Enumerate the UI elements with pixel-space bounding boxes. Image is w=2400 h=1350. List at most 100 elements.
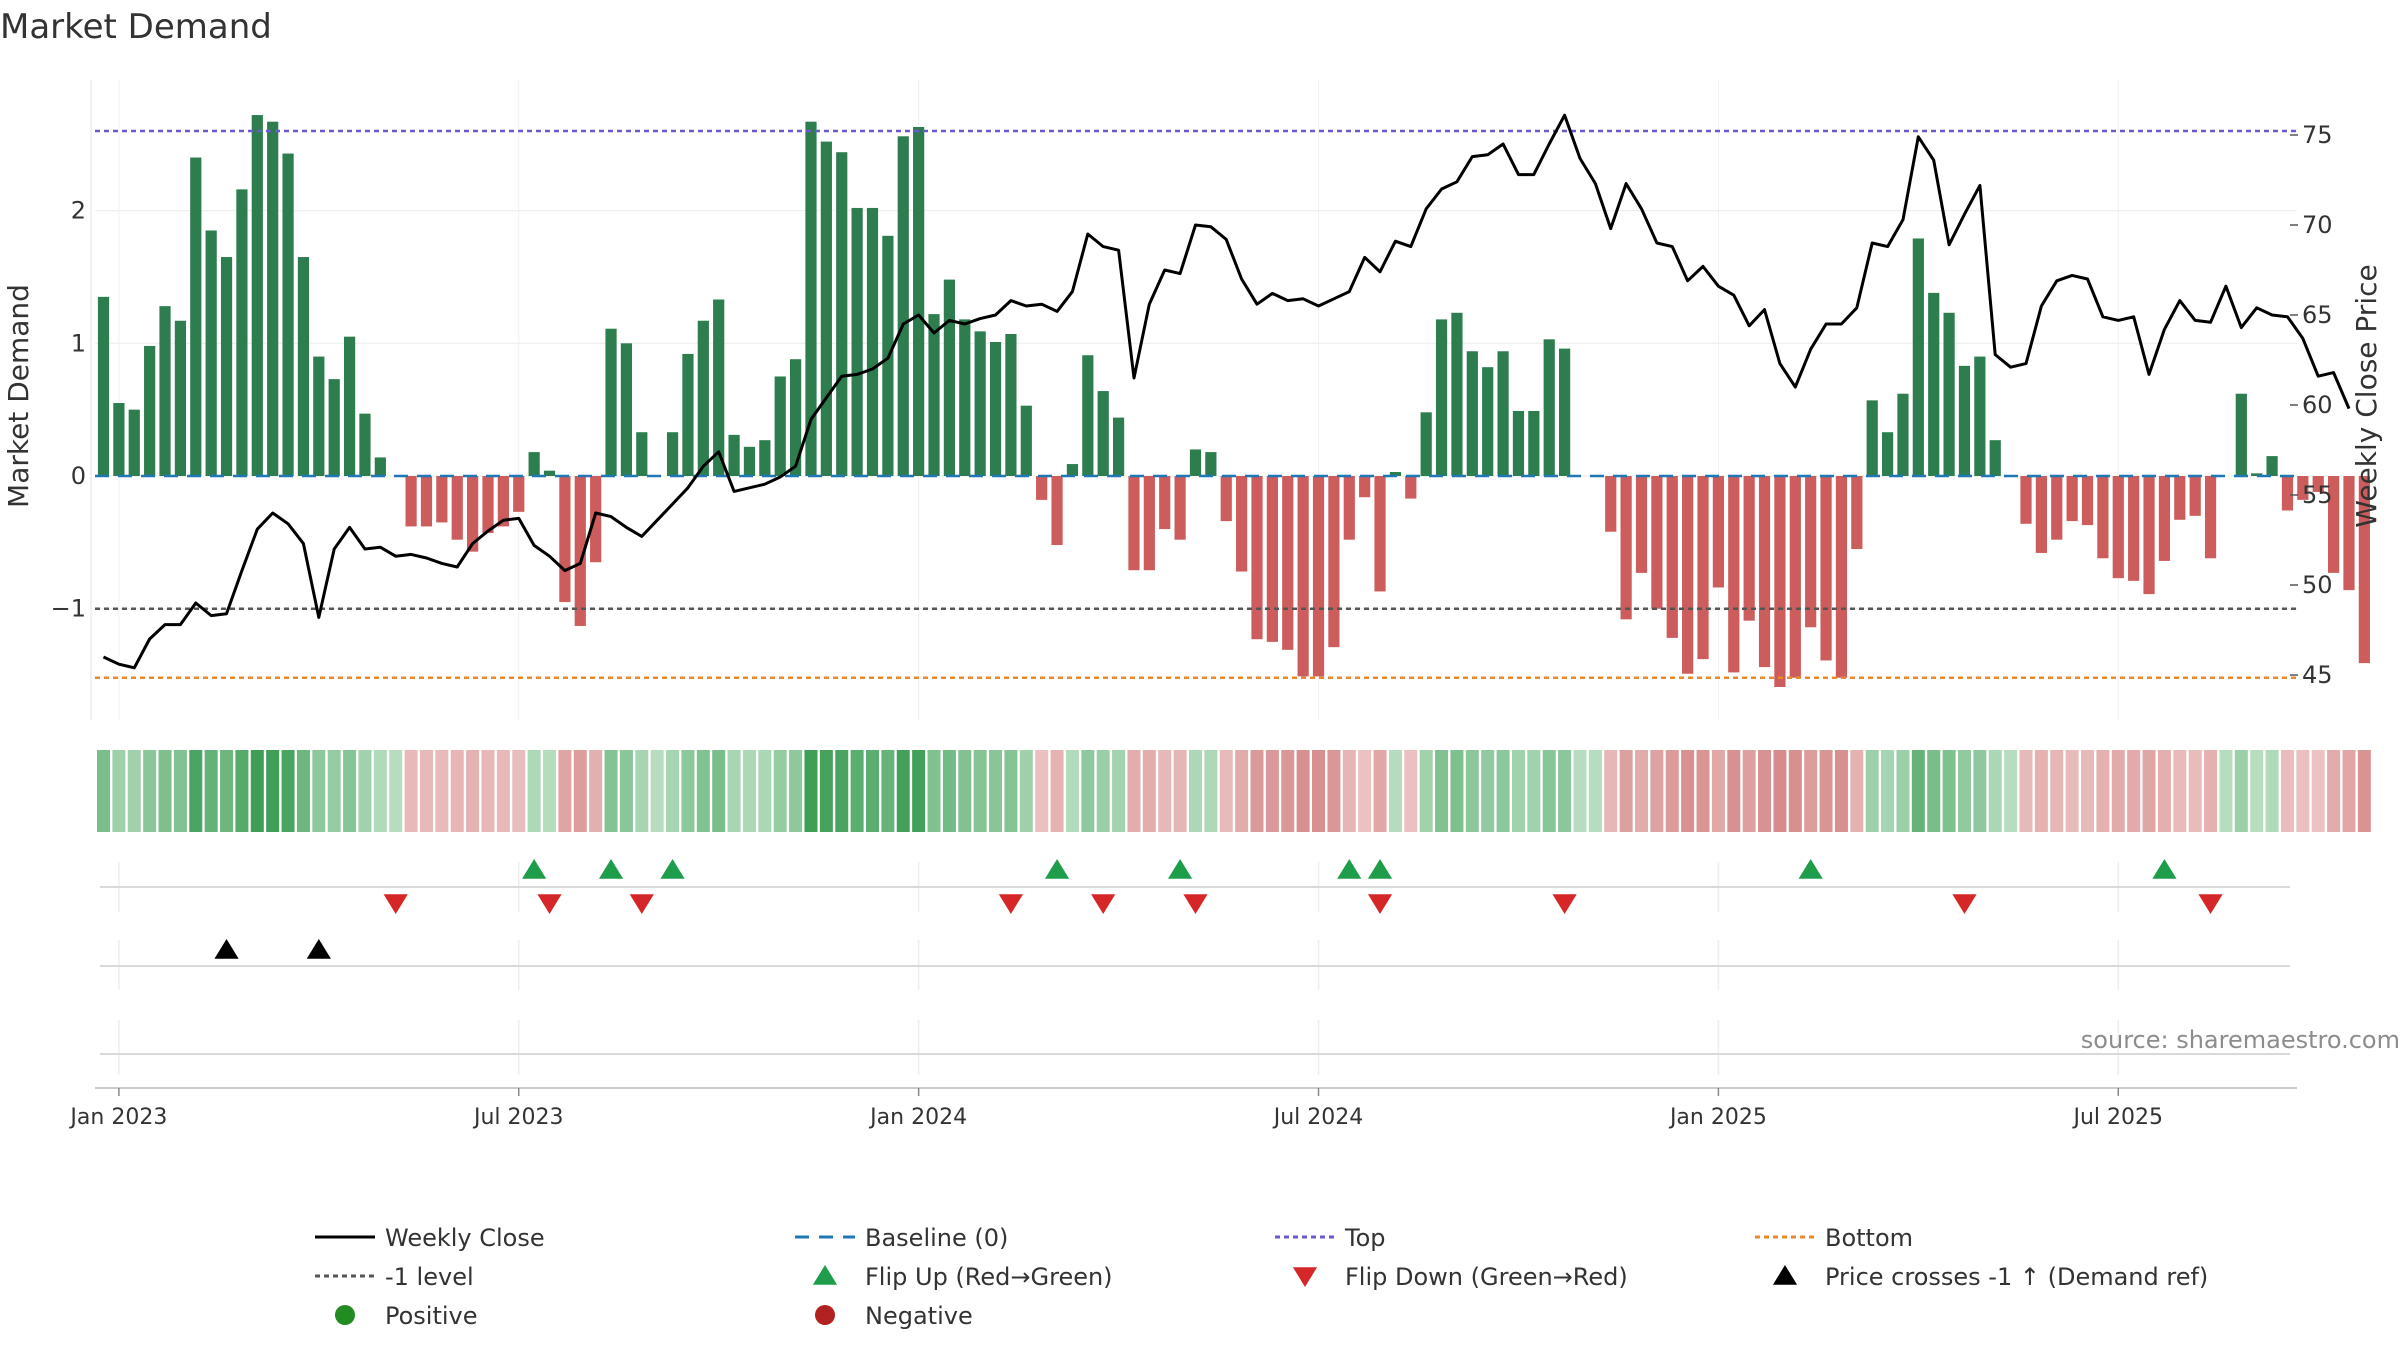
heat-cell bbox=[789, 750, 803, 832]
negative-bar bbox=[1835, 476, 1848, 678]
negative-bar bbox=[1712, 476, 1724, 588]
legend-label: -1 level bbox=[385, 1263, 474, 1291]
positive-bar bbox=[1389, 472, 1402, 476]
heat-cell bbox=[1419, 750, 1433, 832]
heat-cell bbox=[1435, 750, 1449, 832]
y-axis-title: Market Demand bbox=[2, 284, 35, 508]
heat-cell bbox=[1373, 750, 1387, 832]
legend-label: Bottom bbox=[1825, 1224, 1913, 1252]
heat-cell bbox=[958, 750, 972, 832]
legend-item: Price crosses -1 ↑ (Demand ref) bbox=[1772, 1263, 2208, 1291]
heat-cell bbox=[1127, 750, 1141, 832]
negative-bar bbox=[574, 476, 586, 626]
positive-bar bbox=[1989, 440, 2001, 476]
left-y-axis: −1 0 1 2 bbox=[51, 80, 92, 720]
y2-tick-label: 60 bbox=[2302, 391, 2333, 419]
positive-bar bbox=[1528, 410, 1540, 476]
negative-bar bbox=[513, 476, 525, 512]
negative-bar bbox=[2081, 476, 2094, 526]
negative-bar bbox=[482, 476, 494, 534]
heat-cell bbox=[1635, 750, 1648, 832]
heat-cell bbox=[2250, 750, 2264, 832]
heat-cell bbox=[527, 750, 541, 832]
heat-cell bbox=[2050, 750, 2064, 832]
y2-tick-label: 70 bbox=[2302, 211, 2333, 239]
positive-bar bbox=[267, 121, 279, 476]
legend-item: Flip Up (Red→Green) bbox=[812, 1263, 1113, 1291]
positive-bar bbox=[774, 376, 786, 476]
flip-down-marker bbox=[1183, 894, 1208, 914]
positive-bar bbox=[713, 299, 725, 476]
negative-bar bbox=[2297, 476, 2309, 500]
positive-bar bbox=[866, 207, 879, 477]
legend-item: Top bbox=[1275, 1224, 1386, 1252]
positive-bar bbox=[1451, 312, 1463, 476]
positive-bar bbox=[2235, 393, 2247, 476]
positive-bar bbox=[220, 257, 233, 476]
negative-bar bbox=[2189, 476, 2201, 516]
negative-bar bbox=[1312, 476, 1325, 677]
flip-up-marker bbox=[1337, 859, 1362, 879]
positive-bar bbox=[1020, 405, 1032, 476]
legend-label: Flip Down (Green→Red) bbox=[1345, 1263, 1628, 1291]
negative-bar bbox=[420, 476, 433, 527]
positive-bar bbox=[805, 121, 817, 476]
negative-bar bbox=[2097, 476, 2109, 559]
heat-cell bbox=[1988, 750, 2002, 832]
flip-down-marker bbox=[998, 894, 1024, 914]
x-tick-label: Jan 2025 bbox=[1668, 1105, 1767, 1130]
positive-bar bbox=[543, 470, 556, 476]
negative-bar bbox=[2128, 476, 2140, 581]
heat-cell bbox=[2065, 750, 2079, 832]
chart-title: Market Demand bbox=[0, 7, 272, 47]
heat-cell bbox=[1711, 750, 1725, 832]
positive-bar bbox=[697, 320, 709, 476]
negative-bar bbox=[2051, 476, 2063, 540]
heat-cell bbox=[681, 750, 695, 832]
heat-cell bbox=[1450, 750, 1464, 832]
legend-swatch-triangle-up bbox=[812, 1265, 838, 1285]
positive-bar bbox=[1066, 464, 1079, 476]
positive-bar bbox=[1928, 292, 1940, 476]
negative-bar bbox=[1666, 476, 1678, 638]
positive-bar bbox=[682, 353, 694, 476]
heat-cell bbox=[804, 750, 818, 832]
negative-bar bbox=[1851, 476, 1863, 549]
flip-down-marker bbox=[629, 894, 654, 914]
heat-cell bbox=[1235, 750, 1249, 832]
positive-bar bbox=[1435, 319, 1448, 476]
heat-cell bbox=[866, 750, 879, 832]
heat-cell bbox=[2296, 750, 2310, 832]
heat-cell bbox=[2157, 750, 2171, 832]
heat-cell bbox=[650, 750, 664, 832]
positive-bar bbox=[1866, 400, 1878, 476]
heat-cell bbox=[1850, 750, 1864, 832]
negative-bar bbox=[1297, 476, 1309, 677]
positive-bar bbox=[374, 457, 386, 476]
negative-bar bbox=[1789, 476, 1801, 678]
heat-cell bbox=[266, 750, 280, 832]
legend-item: Weekly Close bbox=[315, 1224, 545, 1252]
negative-bar bbox=[1251, 476, 1263, 640]
flip-up-marker bbox=[1168, 859, 1193, 879]
heat-cell bbox=[912, 750, 926, 832]
positive-bar bbox=[1881, 432, 1894, 476]
positive-bar bbox=[620, 343, 633, 476]
x-tick-label: Jan 2023 bbox=[68, 1105, 167, 1130]
heat-cell bbox=[1788, 750, 1802, 832]
heat-cell bbox=[1019, 750, 1033, 832]
negative-bar bbox=[1359, 476, 1371, 498]
heat-cell bbox=[1035, 750, 1049, 832]
heat-cell bbox=[1050, 750, 1064, 832]
flip-up-marker bbox=[2152, 859, 2177, 879]
negative-bar bbox=[436, 476, 448, 523]
positive-bar bbox=[251, 115, 263, 476]
x-tick-label: Jan 2024 bbox=[868, 1105, 967, 1130]
positive-bar bbox=[728, 434, 740, 476]
heat-cell bbox=[1188, 750, 1202, 832]
heat-cell bbox=[1142, 750, 1156, 832]
positive-bar bbox=[1512, 410, 1525, 476]
negative-bar bbox=[2112, 476, 2124, 579]
positive-bar bbox=[97, 296, 110, 476]
y2-tick-label: 75 bbox=[2302, 121, 2333, 149]
